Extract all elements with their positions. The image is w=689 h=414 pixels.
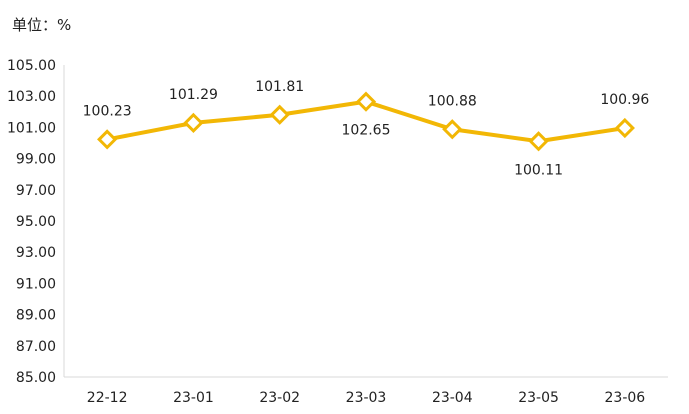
data-label: 100.96	[600, 92, 649, 108]
y-tick-label: 99.00	[16, 152, 56, 168]
x-tick-label: 23-03	[346, 390, 387, 406]
data-labels: 100.23 101.29 101.81 102.65 100.88 100.11 100.…	[83, 79, 650, 179]
data-label: 101.29	[169, 87, 218, 103]
y-tick-label: 101.00	[7, 120, 56, 136]
data-point-marker	[355, 91, 377, 112]
data-point-marker	[183, 112, 204, 133]
x-tick-label: 23-05	[518, 390, 559, 406]
x-tick-label: 23-02	[259, 390, 300, 406]
y-tick-label: 85.00	[16, 370, 56, 386]
unit-label: 单位：%	[12, 16, 72, 34]
data-label: 100.11	[514, 162, 563, 178]
y-tick-label: 93.00	[16, 245, 56, 261]
data-point-marker	[97, 129, 118, 150]
x-axis: 22-12 23-01 23-02 23-03 23-04 23-05 23-06	[64, 376, 668, 406]
data-point-marker	[528, 131, 549, 152]
data-point-marker	[269, 104, 290, 125]
x-tick-label: 23-01	[173, 390, 214, 406]
data-label: 100.88	[428, 93, 477, 109]
data-point-marker	[442, 119, 463, 140]
data-label: 100.23	[83, 103, 132, 119]
x-tick-label: 23-04	[432, 390, 473, 406]
data-point-marker	[614, 117, 635, 139]
x-tick-label: 23-06	[605, 390, 646, 406]
y-tick-label: 87.00	[16, 339, 56, 355]
y-tick-label: 95.00	[16, 214, 56, 230]
x-tick-label: 22-12	[87, 390, 128, 406]
data-label: 101.81	[255, 79, 304, 95]
data-label: 102.65	[342, 123, 391, 139]
y-tick-label: 91.00	[16, 276, 56, 292]
y-tick-label: 105.00	[7, 58, 56, 74]
y-tick-label: 89.00	[16, 308, 56, 324]
series-line	[97, 91, 635, 152]
y-tick-label: 103.00	[7, 89, 56, 105]
y-axis: 85.00 87.00 89.00 91.00 93.00 95.00 97.00 99.00…	[7, 58, 65, 386]
y-tick-label: 97.00	[16, 183, 56, 199]
